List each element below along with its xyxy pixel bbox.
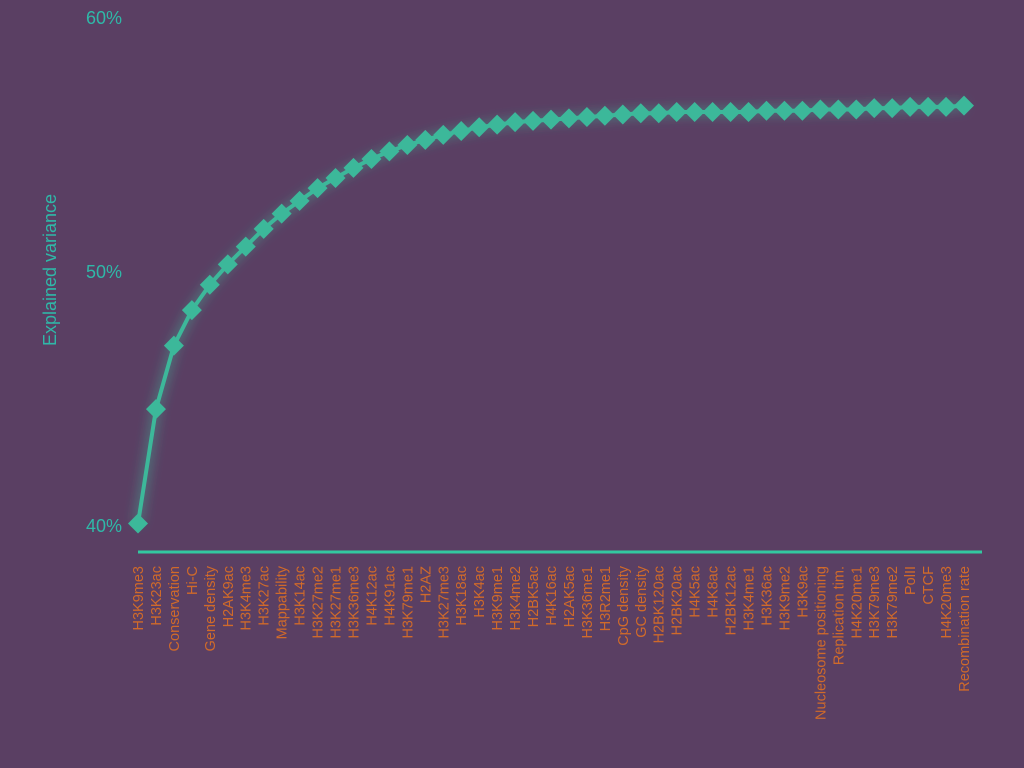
x-tick-label: Conservation [167,566,183,651]
data-point [846,99,866,119]
x-tick-label: H3K79me1 [400,566,416,639]
y-axis-ticks: 40% 50% 60% [86,8,122,536]
x-tick-label: H3K9me3 [131,566,147,630]
data-point [882,98,902,118]
data-point [343,158,363,178]
x-tick-label: Mappability [275,565,291,639]
data-point [164,336,184,356]
x-axis-category-labels: H3K9me3 H3K23ac Conservation Hi-C Gene densi… [131,565,973,720]
data-point [451,121,471,141]
data-point [649,103,669,123]
data-point [703,102,723,122]
data-point [379,141,399,161]
x-tick-label: H4K16ac [544,566,560,626]
x-tick-label: H4K20me1 [849,566,865,639]
x-tick-label: H3K27me2 [311,566,327,639]
data-point [595,106,615,126]
x-tick-label: H3K4ac [472,566,488,618]
data-point [918,97,938,117]
x-tick-label: Nucleosome positioning [813,566,829,720]
x-tick-label: H3R2me1 [598,566,614,631]
data-point [685,102,705,122]
x-tick-label: H2AK5ac [562,566,578,627]
x-tick-label: H3K36me3 [346,566,362,639]
data-point [326,168,346,188]
x-tick-label: H3K36ac [759,566,775,626]
data-point [828,99,848,119]
x-tick-label: H2BK12ac [724,566,740,635]
x-tick-label: Gene density [203,565,219,651]
y-axis-title: Explained variance [40,194,60,346]
x-tick-label: H3K9ac [795,566,811,618]
data-point [667,102,687,122]
data-point [900,97,920,117]
data-point [523,111,543,131]
data-point [936,97,956,117]
x-tick-label: H3K23ac [149,566,165,626]
x-tick-label: Hi-C [185,566,201,595]
y-tick-label: 50% [86,262,122,282]
x-tick-label: H4K91ac [382,566,398,626]
data-point [756,101,776,121]
x-tick-label: H3K27me3 [436,566,452,639]
x-tick-label: CpG density [616,565,632,646]
data-point [864,98,884,118]
data-point [541,110,561,130]
x-tick-label: H2BK20ac [670,566,686,635]
x-tick-label: H3K9me1 [490,566,506,630]
data-point [739,102,759,122]
data-point [559,108,579,128]
data-point [487,115,507,135]
x-tick-label: H3K9me2 [777,566,793,630]
x-tick-label: PolII [903,566,919,595]
data-point [415,130,435,150]
y-tick-label: 60% [86,8,122,28]
data-point [954,96,974,116]
x-tick-label: H2BK120ac [652,566,668,643]
series-line [138,106,964,524]
x-tick-label: CTCF [921,566,937,605]
data-point [397,135,417,155]
x-tick-label: Replication tim. [831,566,847,665]
x-tick-label: H2BK5ac [526,566,542,627]
data-point [505,112,525,132]
plot-area [128,96,974,534]
x-tick-label: Recombination rate [957,566,973,692]
x-tick-label: H4K20me3 [939,566,955,639]
x-tick-label: H4K12ac [364,566,380,626]
x-tick-label: H4K5ac [688,566,704,618]
data-point [792,101,812,121]
x-tick-label: H3K4me2 [508,566,524,630]
data-point [721,102,741,122]
data-point [774,101,794,121]
data-point [433,125,453,145]
x-tick-label: H3K14ac [293,566,309,626]
x-tick-label: H3K4me3 [239,566,255,630]
x-tick-label: H3K27ac [257,566,273,626]
data-point [810,99,830,119]
x-tick-label: H3K4me1 [742,566,758,630]
x-tick-label: H3K79me3 [867,566,883,639]
x-tick-label: H4K8ac [706,566,722,618]
data-point [128,513,148,533]
data-point [146,399,166,419]
x-tick-label: H3K27me1 [329,566,345,639]
data-point [631,103,651,123]
x-tick-label: H3K79me2 [885,566,901,639]
data-point [361,149,381,169]
x-tick-label: H3K36me1 [580,566,596,639]
x-tick-label: H2AZ [418,566,434,603]
data-point [577,107,597,127]
data-point [613,105,633,125]
data-point [469,117,489,137]
x-tick-label: H3K18ac [454,566,470,626]
y-tick-label: 40% [86,516,122,536]
x-tick-label: GC density [634,565,650,637]
x-tick-label: H2AK9ac [221,566,237,627]
